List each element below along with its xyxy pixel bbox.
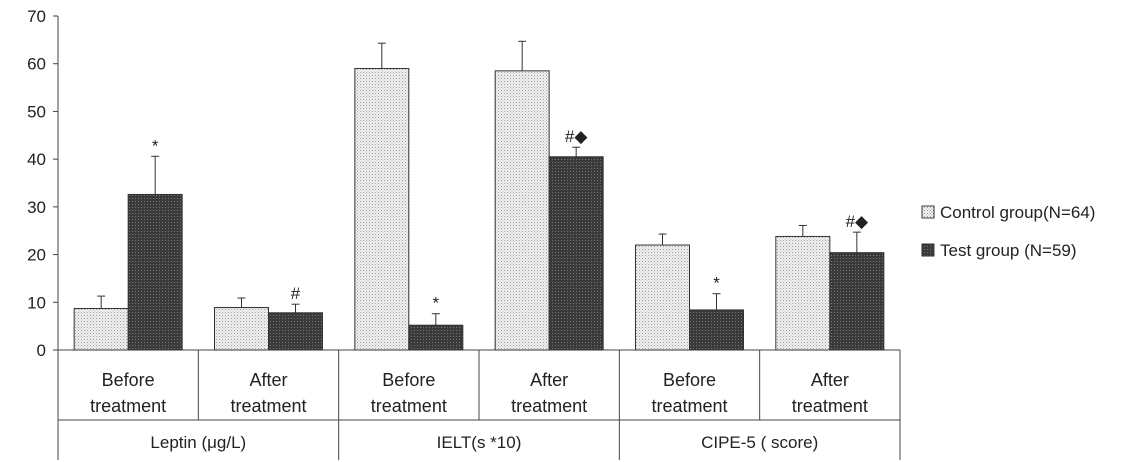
bar-control	[214, 307, 269, 351]
significance-mark: #◆	[846, 212, 869, 231]
category-label-line1: After	[530, 370, 568, 390]
bar-test	[689, 309, 744, 351]
bar-control	[775, 235, 831, 351]
legend-swatch	[921, 243, 935, 257]
category-label-line2: treatment	[230, 396, 306, 416]
legend-swatch	[921, 205, 935, 219]
legend: Control group(N=64) Test group (N=59)	[921, 203, 1095, 260]
group-label: IELT(s *10)	[437, 433, 522, 452]
y-tick-label: 70	[27, 7, 46, 26]
category-label-line2: treatment	[792, 396, 868, 416]
bars: * # * #◆ * #◆	[73, 40, 885, 351]
group-label: Leptin (μg/L)	[150, 433, 246, 452]
category-label-line1: Before	[102, 370, 155, 390]
category-label-line2: treatment	[511, 396, 587, 416]
y-tick-label: 10	[27, 293, 46, 312]
legend-label: Control group(N=64)	[940, 203, 1095, 222]
y-tick-label: 60	[27, 55, 46, 74]
group-label: CIPE-5 ( score)	[701, 433, 818, 452]
bar-test	[548, 156, 604, 351]
significance-mark: *	[433, 294, 440, 313]
significance-mark: #◆	[565, 127, 588, 146]
bar-test	[829, 252, 885, 351]
bar-control	[494, 70, 550, 351]
category-label-line2: treatment	[90, 396, 166, 416]
category-label-line1: After	[249, 370, 287, 390]
y-tick-label: 30	[27, 198, 46, 217]
significance-mark: *	[713, 274, 720, 293]
significance-mark: *	[152, 136, 159, 155]
axes: 0 10 20 30 40 50 60 70	[27, 7, 901, 460]
category-label-line1: Before	[663, 370, 716, 390]
category-label-line1: Before	[382, 370, 435, 390]
bar-control	[635, 244, 690, 351]
bar-test	[127, 193, 183, 351]
legend-label: Test group (N=59)	[940, 241, 1077, 260]
bar-control	[73, 307, 129, 351]
category-labels: Before treatment After treatment Before treat…	[90, 370, 868, 452]
category-label-line1: After	[811, 370, 849, 390]
y-tick-label: 20	[27, 246, 46, 265]
bar-test	[408, 324, 464, 351]
y-tick-label: 40	[27, 150, 46, 169]
y-tick-label: 0	[37, 341, 46, 360]
significance-mark: #	[291, 284, 301, 303]
category-label-line2: treatment	[371, 396, 447, 416]
bar-control	[354, 67, 410, 351]
y-tick-label: 50	[27, 102, 46, 121]
category-label-line2: treatment	[651, 396, 727, 416]
bar-test	[268, 312, 323, 351]
